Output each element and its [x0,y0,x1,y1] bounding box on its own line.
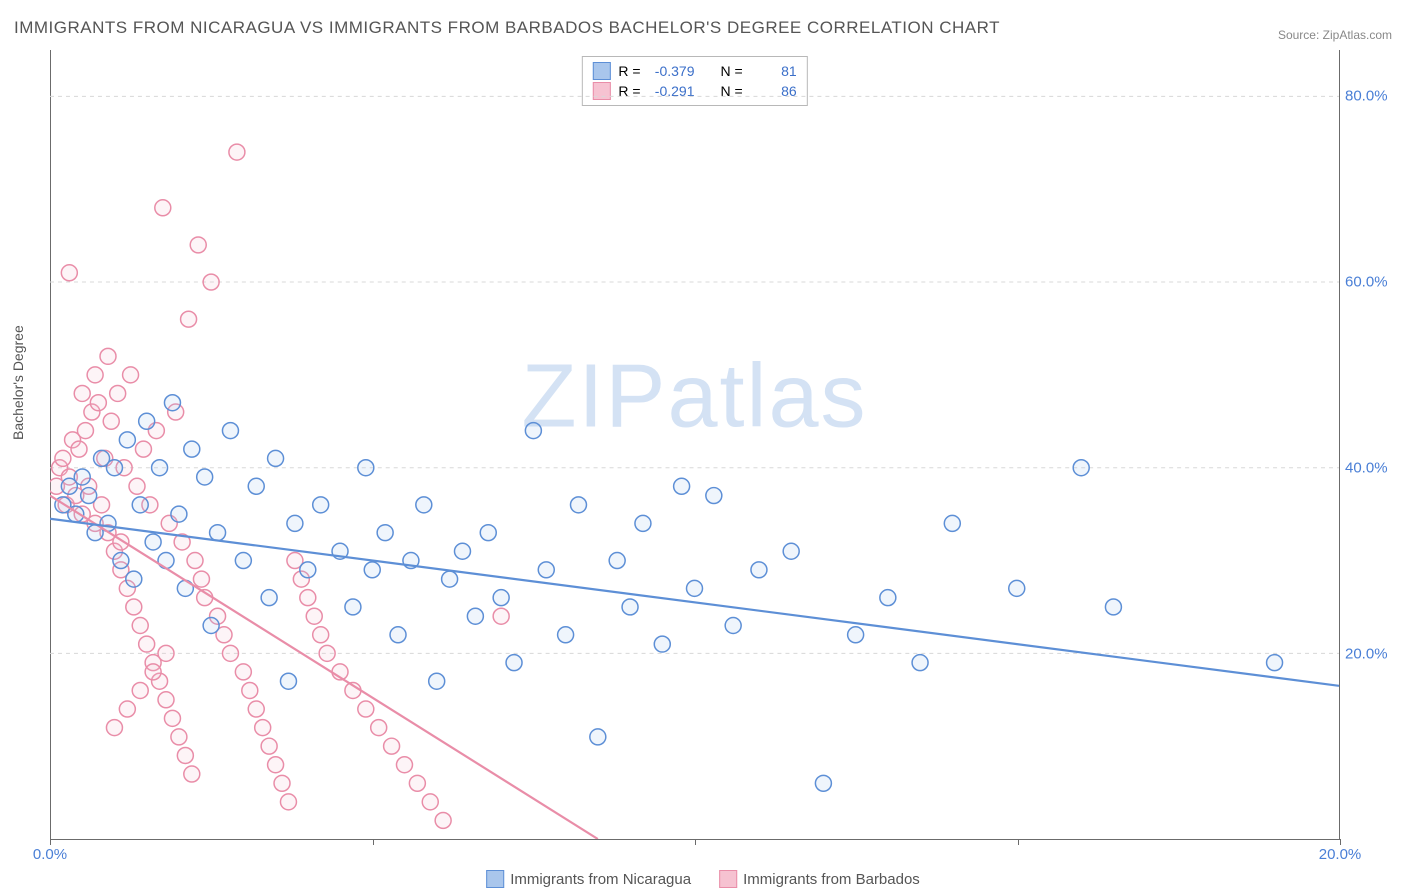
bottom-legend: Immigrants from Nicaragua Immigrants fro… [486,870,920,888]
swatch-barbados-icon [719,870,737,888]
chart-title: IMMIGRANTS FROM NICARAGUA VS IMMIGRANTS … [14,18,1000,38]
xtick-label: 0.0% [33,846,67,863]
ytick-label: 80.0% [1345,88,1397,105]
plot-area: ZIPatlas R = -0.379 N = 81 R = -0.291 N … [50,50,1340,840]
legend-item-barbados: Immigrants from Barbados [719,870,920,888]
chart-svg [50,50,1339,839]
legend-label-nicaragua: Immigrants from Nicaragua [510,871,691,888]
legend-item-nicaragua: Immigrants from Nicaragua [486,870,691,888]
legend-label-barbados: Immigrants from Barbados [743,871,920,888]
source-label: Source: ZipAtlas.com [1278,28,1392,42]
xtick-label: 20.0% [1319,846,1362,863]
ytick-label: 40.0% [1345,460,1397,477]
swatch-nicaragua-icon [486,870,504,888]
y-axis-label: Bachelor's Degree [10,325,26,440]
ytick-label: 20.0% [1345,646,1397,663]
ytick-label: 60.0% [1345,274,1397,291]
